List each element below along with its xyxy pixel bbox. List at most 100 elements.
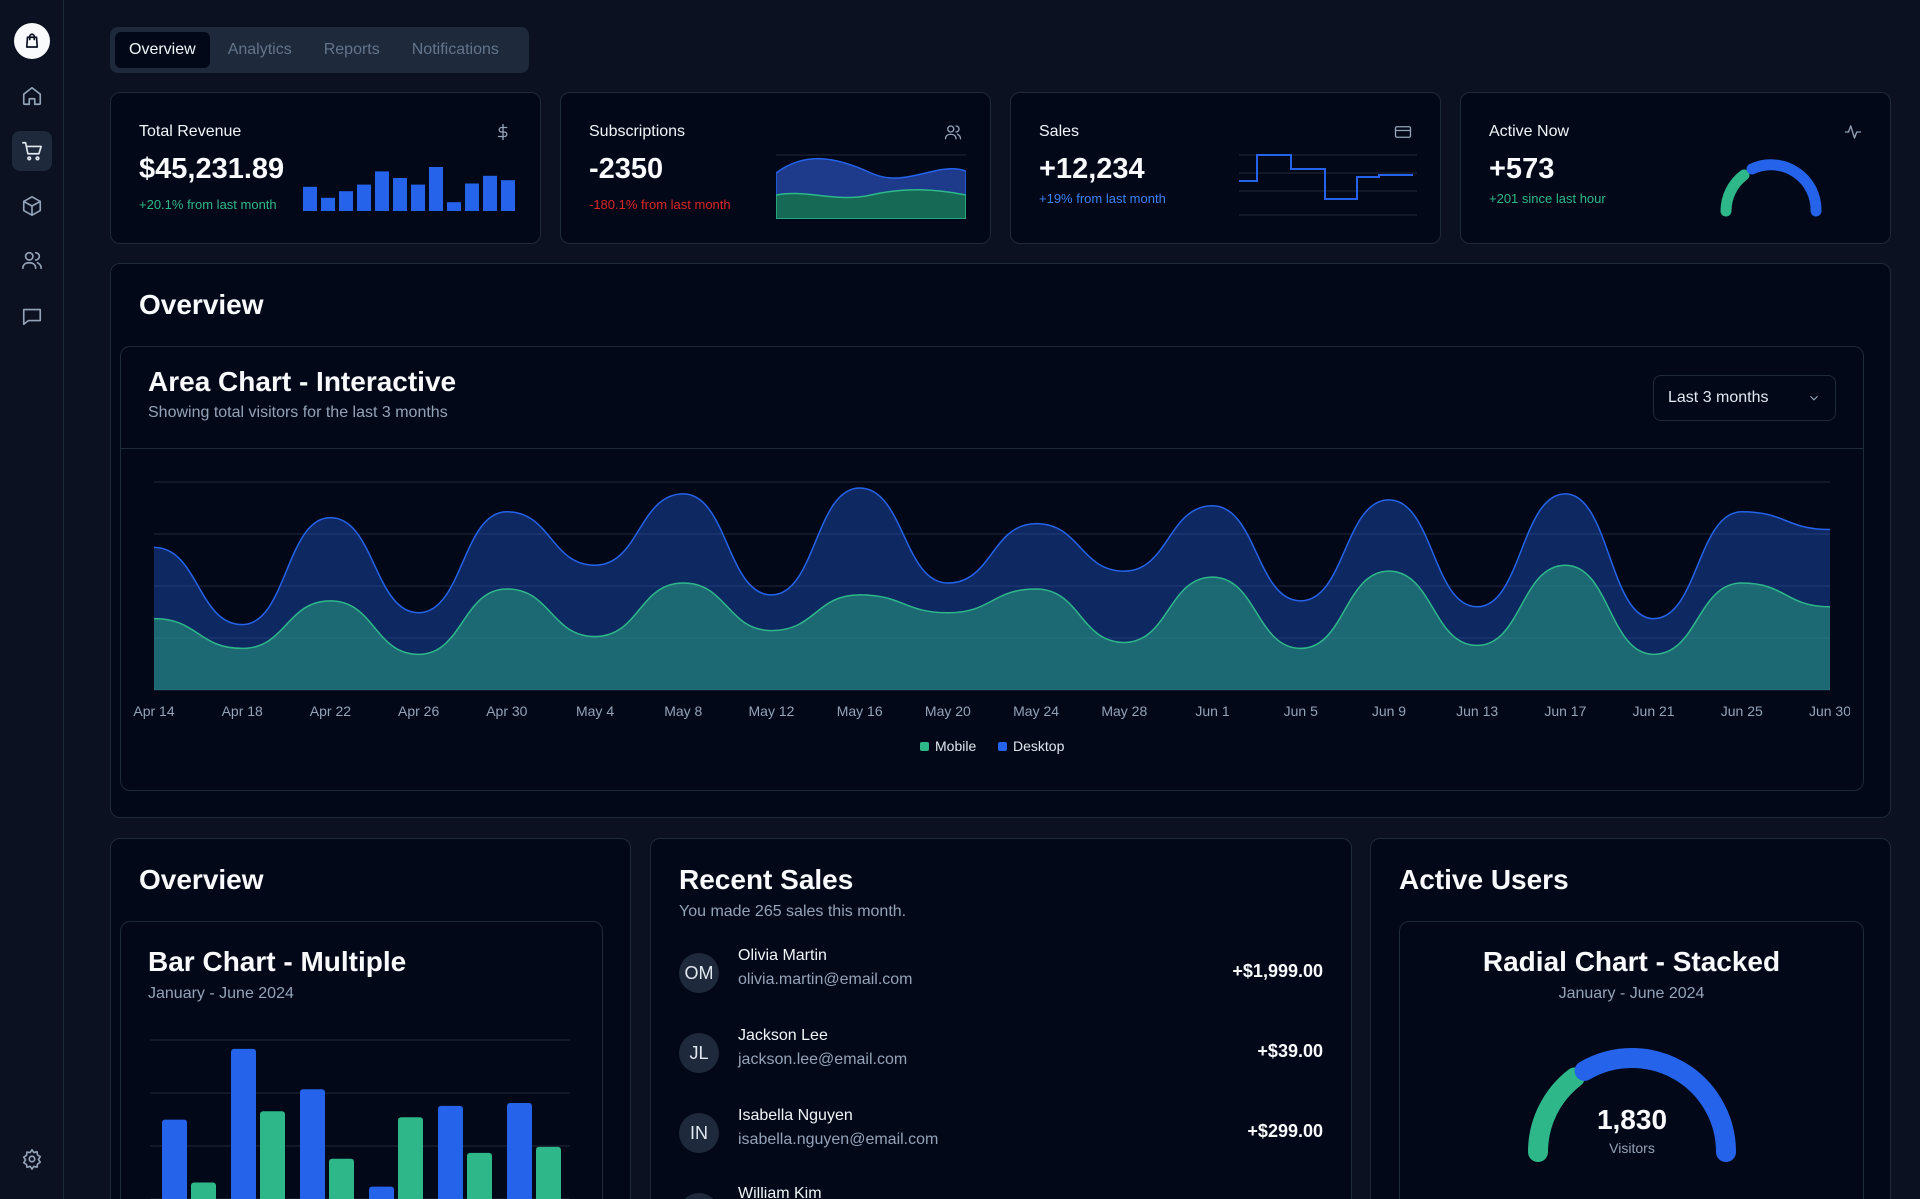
x-tick-label: May 28	[1101, 703, 1147, 719]
bar-desktop	[300, 1089, 325, 1199]
avatar: JL	[679, 1033, 719, 1073]
bar-mobile	[536, 1146, 561, 1199]
tab-reports[interactable]: Reports	[323, 41, 380, 58]
view-tabs: Overview Analytics Reports Notifications	[110, 27, 529, 73]
active-now-gauge	[1720, 159, 1822, 217]
bar-mobile	[398, 1117, 423, 1199]
x-tick-label: May 4	[576, 703, 614, 719]
list-item[interactable]: OM Olivia Martin olivia.martin@email.com…	[679, 947, 1323, 1007]
radial-segment-mobile	[1528, 1067, 1585, 1162]
legend-label: Mobile	[935, 738, 976, 754]
bar-mobile	[191, 1182, 216, 1199]
legend-label: Desktop	[1013, 738, 1065, 754]
activity-icon	[1844, 123, 1862, 141]
x-tick-label: Apr 22	[310, 703, 351, 719]
x-tick-label: Jun 1	[1195, 703, 1229, 719]
customer-name: William Kim	[738, 1187, 822, 1199]
active-now-card: Active Now +573 +201 since last hour	[1460, 92, 1891, 244]
x-tick-label: May 12	[749, 703, 795, 719]
revenue-bar	[393, 178, 407, 211]
users-icon[interactable]	[12, 240, 52, 280]
avatar: OM	[679, 953, 719, 993]
x-tick-label: May 24	[1013, 703, 1059, 719]
x-tick-label: Jun 9	[1372, 703, 1406, 719]
bar-section-title: Overview	[139, 864, 264, 895]
list-item[interactable]: WK William Kim	[679, 1187, 1323, 1199]
chevron-down-icon	[1807, 391, 1821, 405]
revenue-value: $45,231.89	[139, 153, 285, 185]
x-tick-label: Apr 14	[133, 703, 174, 719]
cart-icon[interactable]	[12, 131, 52, 171]
bar-mobile	[329, 1158, 354, 1199]
legend-swatch	[998, 742, 1007, 751]
subscriptions-value: -2350	[589, 153, 664, 185]
revenue-bar	[357, 184, 371, 211]
bar-chart-title: Bar Chart - Multiple	[148, 946, 407, 977]
revenue-card: Total Revenue $45,231.89 +20.1% from las…	[110, 92, 541, 244]
sales-change: +19% from last month	[1039, 191, 1166, 206]
x-tick-label: May 20	[925, 703, 971, 719]
bar-mobile	[260, 1111, 285, 1199]
x-tick-label: Jun 30	[1809, 703, 1850, 719]
active-now-change: +201 since last hour	[1489, 191, 1606, 206]
line-mobile	[153, 564, 1831, 656]
active-now-title: Active Now	[1489, 123, 1570, 140]
recent-sales-title: Recent Sales	[679, 864, 854, 895]
revenue-change: +20.1% from last month	[139, 197, 277, 212]
revenue-mini-bar-chart	[303, 167, 515, 211]
overview-title: Overview	[139, 289, 264, 320]
customer-name: Olivia Martin	[738, 947, 827, 964]
area-mobile	[154, 565, 1830, 690]
active-now-value: +573	[1489, 153, 1555, 185]
radial-chart-subtitle: January - June 2024	[1558, 985, 1705, 1002]
x-tick-label: Jun 17	[1544, 703, 1586, 719]
list-item[interactable]: JL Jackson Lee jackson.lee@email.com +$3…	[679, 1027, 1323, 1087]
sale-amount: +$39.00	[1257, 1041, 1323, 1061]
bar-chart	[150, 1039, 570, 1199]
subscriptions-mini-area-chart	[776, 154, 966, 219]
package-icon[interactable]	[12, 186, 52, 226]
bar-desktop	[438, 1105, 463, 1199]
area-chart-subtitle: Showing total visitors for the last 3 mo…	[148, 404, 448, 421]
credit-card-icon	[1394, 123, 1412, 141]
divider	[121, 448, 1863, 449]
sale-amount: +$1,999.00	[1232, 961, 1323, 981]
recent-sales-subtitle: You made 265 sales this month.	[679, 903, 907, 920]
time-range-select[interactable]: Last 3 months	[1653, 375, 1836, 421]
customer-email: isabella.nguyen@email.com	[738, 1131, 939, 1148]
x-tick-label: Apr 30	[486, 703, 527, 719]
dollar-icon	[494, 123, 512, 141]
home-icon[interactable]	[12, 76, 52, 116]
revenue-bar	[303, 186, 317, 211]
x-tick-label: Jun 13	[1456, 703, 1498, 719]
area-chart-card	[120, 346, 1864, 791]
revenue-bar	[429, 167, 443, 211]
tab-overview[interactable]: Overview	[115, 32, 210, 68]
radial-chart-title: Radial Chart - Stacked	[1482, 946, 1781, 977]
time-range-value: Last 3 months	[1668, 389, 1769, 406]
sale-amount: +$299.00	[1247, 1121, 1323, 1141]
tab-notifications[interactable]: Notifications	[411, 41, 499, 58]
tab-analytics[interactable]: Analytics	[227, 41, 292, 58]
bar-desktop	[162, 1119, 187, 1199]
revenue-bar	[339, 191, 353, 211]
revenue-bar	[411, 184, 425, 211]
revenue-bar	[483, 175, 497, 211]
bar-desktop	[507, 1102, 532, 1199]
customer-email: olivia.martin@email.com	[738, 971, 913, 988]
shopping-bag-icon[interactable]	[14, 23, 50, 59]
subscriptions-card: Subscriptions -2350 -180.1% from last mo…	[560, 92, 991, 244]
list-item[interactable]: IN Isabella Nguyen isabella.nguyen@email…	[679, 1107, 1323, 1167]
settings-icon[interactable]	[12, 1139, 52, 1179]
area-chart: Apr 14 Apr 18 Apr 22 Apr 26 Apr 30 May 4 May 8…	[133, 481, 1850, 754]
avatar: IN	[679, 1113, 719, 1153]
area-desktop	[154, 487, 1830, 690]
sales-value: +12,234	[1039, 153, 1145, 185]
sidebar	[0, 0, 64, 1199]
x-tick-label: Apr 18	[222, 703, 263, 719]
x-tick-label: Jun 5	[1284, 703, 1318, 719]
visitors-total: 1,830	[1596, 1104, 1668, 1135]
visitors-label: Visitors	[1609, 1140, 1655, 1156]
message-icon[interactable]	[12, 296, 52, 336]
sales-title: Sales	[1039, 123, 1080, 140]
